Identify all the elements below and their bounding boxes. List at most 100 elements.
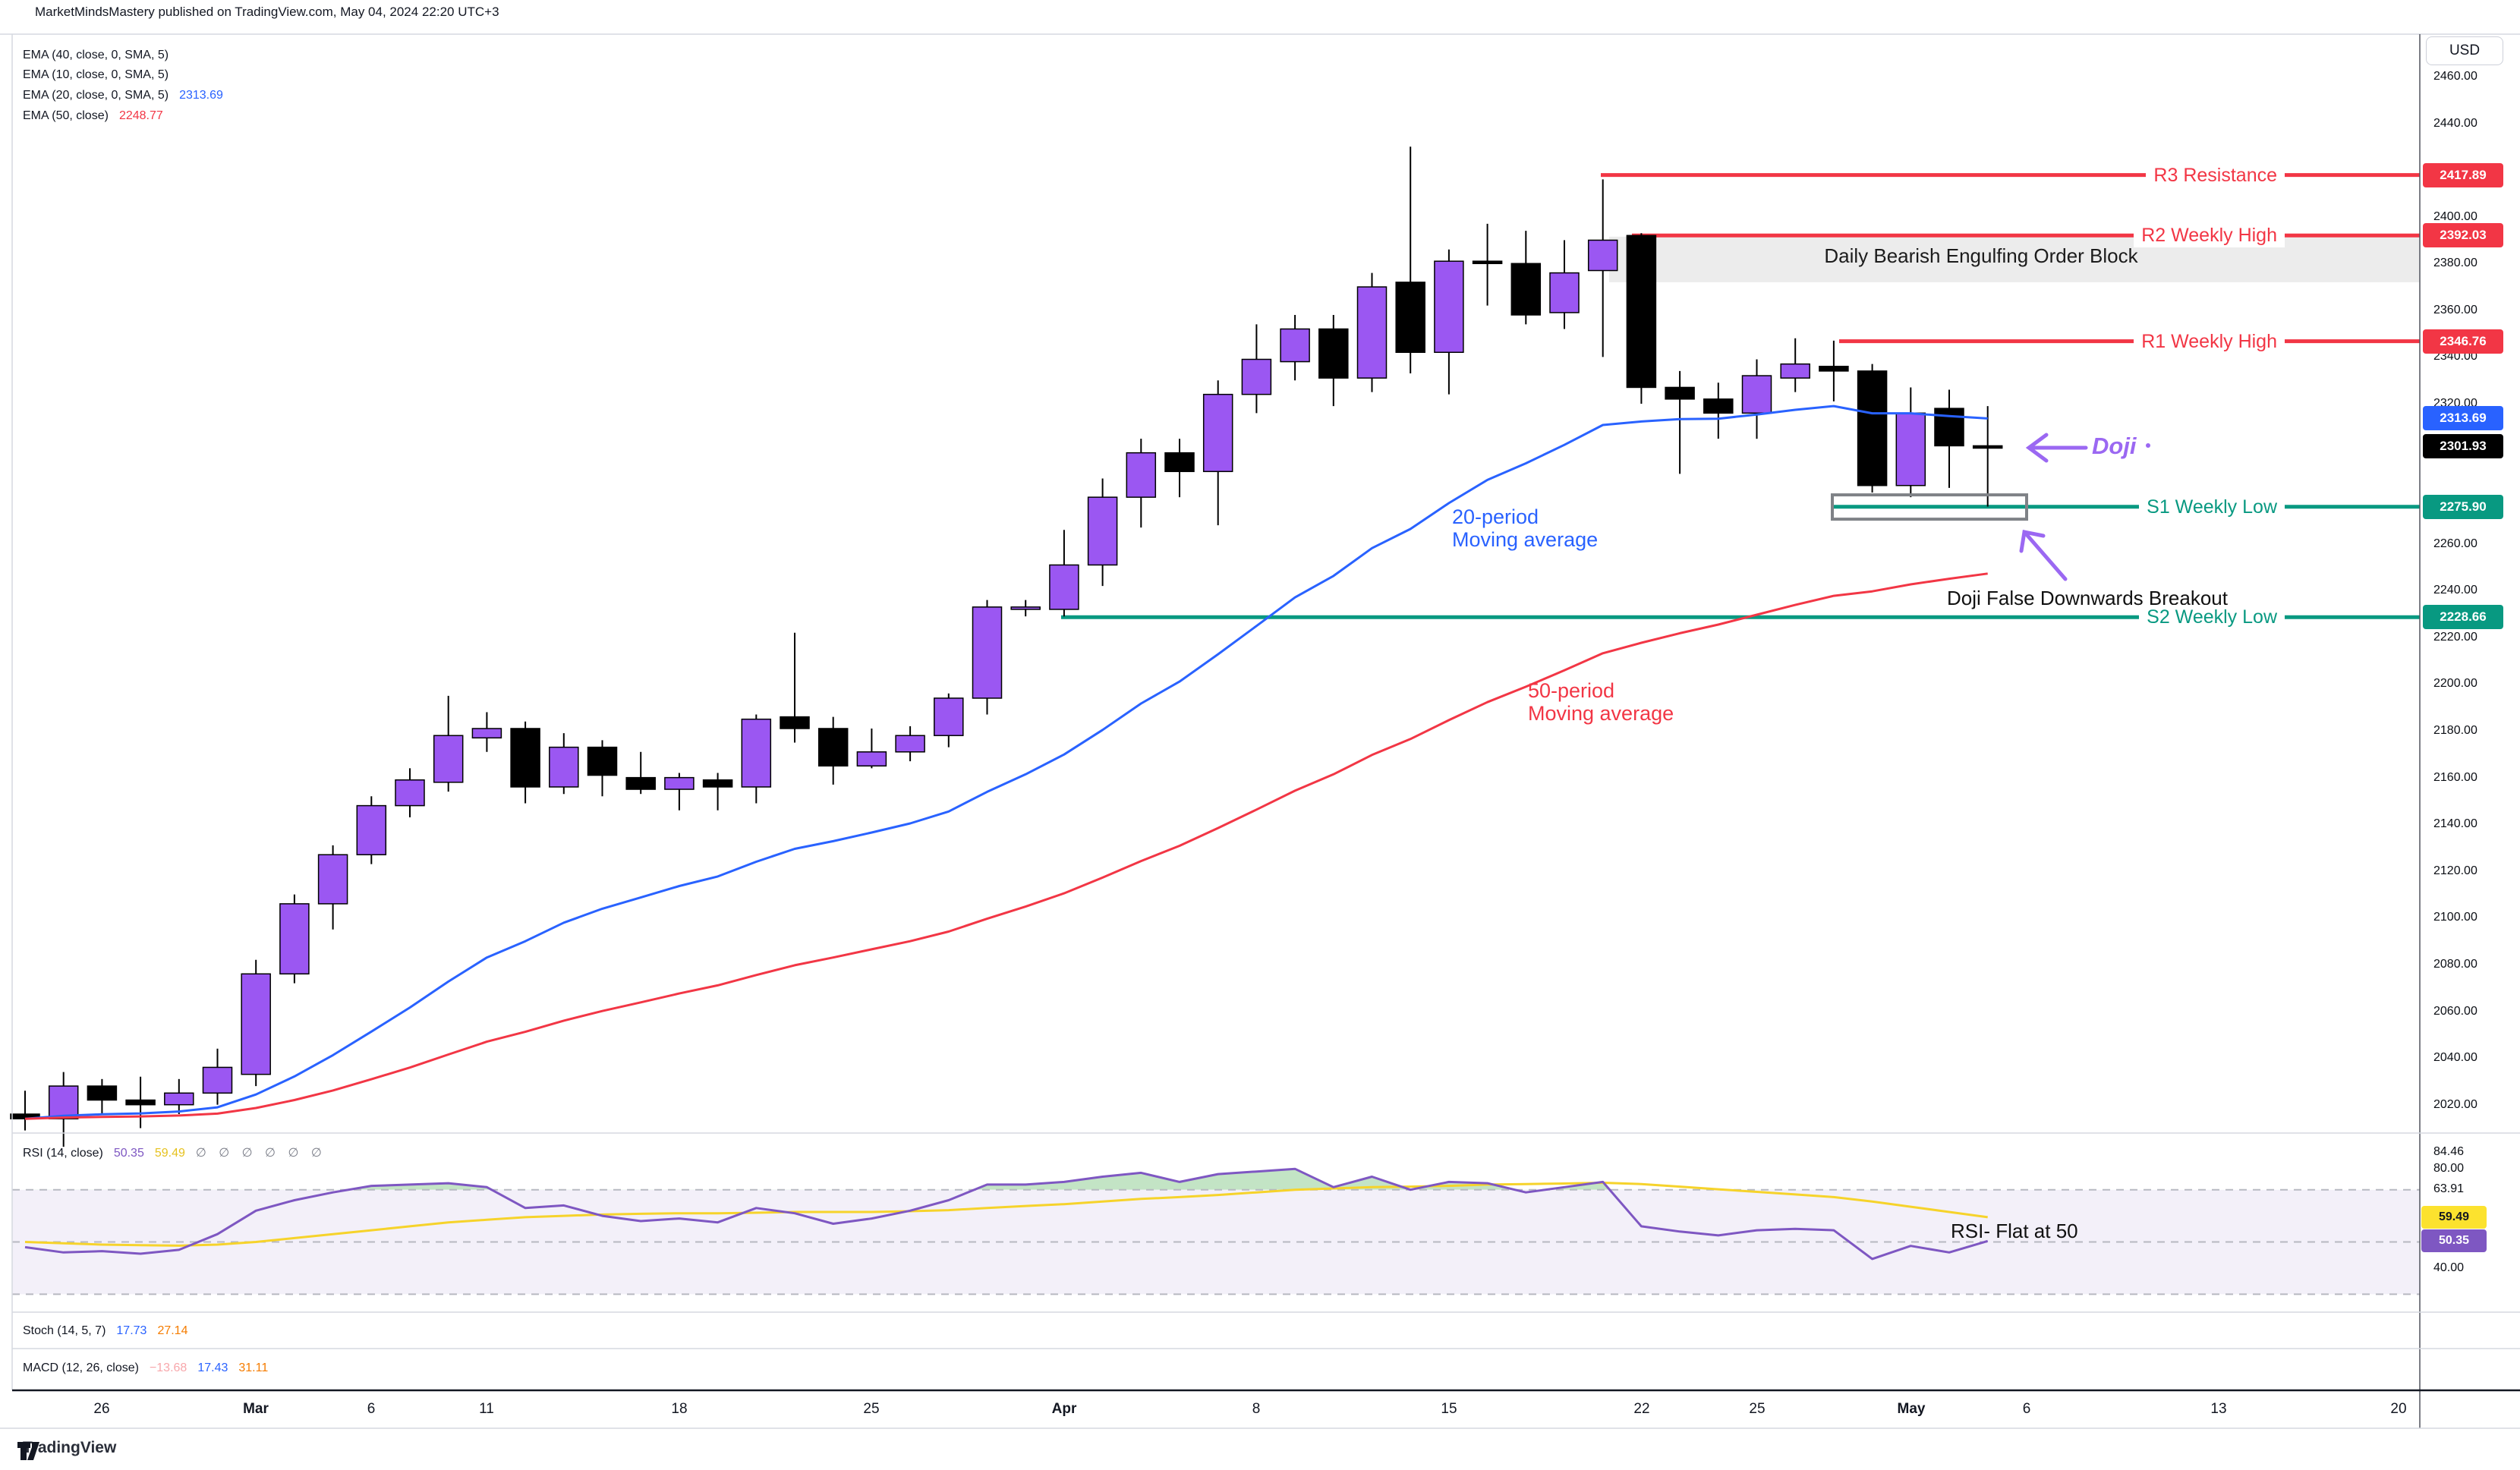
price-badge-2275.90[interactable]: 2275.90 bbox=[2423, 494, 2503, 519]
macd-label: MACD (12, 26, close) bbox=[23, 1361, 139, 1374]
time-tick-6-12[interactable]: 6 bbox=[2022, 1401, 2031, 1417]
tradingview-logo-text: TradingView bbox=[23, 1439, 117, 1456]
price-badge-2301.93[interactable]: 2301.93 bbox=[2423, 433, 2503, 458]
price-tick-2040: 2040.00 bbox=[2433, 1051, 2477, 1065]
stoch-d-value: 27.14 bbox=[157, 1324, 188, 1337]
candle-feb-27 bbox=[125, 1076, 156, 1128]
candle-mar-20 bbox=[741, 714, 772, 804]
rsi-badge-59.49[interactable]: 59.49 bbox=[2421, 1206, 2487, 1229]
time-tick-26-0[interactable]: 26 bbox=[93, 1401, 110, 1417]
candle-body bbox=[549, 746, 579, 788]
ma20-line2: Moving average bbox=[1452, 528, 1599, 551]
price-badge-2392.03[interactable]: 2392.03 bbox=[2423, 223, 2503, 248]
candle-body bbox=[587, 746, 618, 776]
time-tick-6-2[interactable]: 6 bbox=[367, 1401, 376, 1417]
candle-body bbox=[895, 735, 925, 753]
currency-button[interactable]: USD bbox=[2426, 36, 2503, 65]
s1-level-label[interactable]: S1 Weekly Low bbox=[2139, 494, 2285, 519]
time-tick-20-14[interactable]: 20 bbox=[2390, 1401, 2407, 1417]
macd-indicator-row[interactable]: MACD (12, 26, close) −13.68 17.43 31.11 bbox=[23, 1361, 268, 1375]
time-tick-25-10[interactable]: 25 bbox=[1749, 1401, 1766, 1417]
price-tick-2220: 2220.00 bbox=[2433, 630, 2477, 644]
candle-body bbox=[1857, 370, 1888, 486]
candle-apr-22 bbox=[1626, 233, 1657, 404]
legend-row-ema10[interactable]: EMA (10, close, 0, SMA, 5) bbox=[23, 68, 169, 82]
candle-body bbox=[433, 735, 464, 783]
candle-body bbox=[87, 1085, 118, 1101]
price-badge-2228.66[interactable]: 2228.66 bbox=[2423, 605, 2503, 630]
candle-body bbox=[1780, 363, 1810, 379]
ema20-line bbox=[24, 404, 1988, 1120]
candle-body bbox=[817, 728, 849, 766]
candle-apr-23 bbox=[1665, 370, 1695, 474]
price-tick-2100: 2100.00 bbox=[2433, 911, 2477, 924]
r2-level-label[interactable]: R2 Weekly High bbox=[2134, 223, 2285, 248]
ma50-annotation[interactable]: 50-period Moving average bbox=[1528, 679, 1674, 725]
price-tick-2340: 2340.00 bbox=[2433, 350, 2477, 364]
candle-apr-10 bbox=[1318, 314, 1349, 407]
candle-body bbox=[856, 751, 887, 766]
candle-mar-19 bbox=[702, 773, 733, 811]
candle-body bbox=[1434, 260, 1464, 354]
candle-mar-5 bbox=[317, 845, 348, 930]
legend-label: EMA (20, close, 0, SMA, 5) bbox=[23, 89, 169, 102]
candles bbox=[10, 146, 2003, 1147]
s2-level-label[interactable]: S2 Weekly Low bbox=[2139, 605, 2285, 630]
price-tick-2060: 2060.00 bbox=[2433, 1004, 2477, 1018]
price-tick-2160: 2160.00 bbox=[2433, 770, 2477, 784]
r3-level-label[interactable]: R3 Resistance bbox=[2146, 162, 2285, 187]
candle-body bbox=[1395, 282, 1425, 354]
rsi-badge-50.35[interactable]: 50.35 bbox=[2421, 1229, 2487, 1252]
rsi-indicator-row[interactable]: RSI (14, close) 50.35 59.49 ∅ ∅ ∅ ∅ ∅ ∅ bbox=[23, 1145, 326, 1160]
price-badge-2313.69[interactable]: 2313.69 bbox=[2423, 406, 2503, 431]
candle-mar-18 bbox=[664, 773, 695, 811]
time-tick-25-5[interactable]: 25 bbox=[863, 1401, 880, 1417]
time-tick-Mar-1[interactable]: Mar bbox=[243, 1401, 269, 1417]
time-tick-13-13[interactable]: 13 bbox=[2210, 1401, 2227, 1417]
candle-body bbox=[471, 728, 502, 739]
legend-label: EMA (40, close, 0, SMA, 5) bbox=[23, 49, 169, 61]
candle-apr-9 bbox=[1280, 314, 1310, 381]
time-tick-18-4[interactable]: 18 bbox=[671, 1401, 688, 1417]
publish-title: MarketMindsMastery published on TradingV… bbox=[35, 5, 499, 19]
candle-mar-1 bbox=[241, 959, 271, 1087]
candle-apr-11 bbox=[1356, 272, 1388, 392]
rsi-flat-annotation[interactable]: RSI- Flat at 50 bbox=[1951, 1220, 2078, 1242]
ma20-annotation[interactable]: 20-period Moving average bbox=[1452, 505, 1598, 551]
time-tick-11-3[interactable]: 11 bbox=[479, 1401, 494, 1417]
stoch-indicator-row[interactable]: Stoch (14, 5, 7) 17.73 27.14 bbox=[23, 1324, 187, 1338]
candle-body bbox=[1049, 564, 1079, 610]
legend-row-ema40[interactable]: EMA (40, close, 0, SMA, 5) bbox=[23, 49, 169, 62]
candle-apr-12 bbox=[1395, 146, 1425, 373]
time-tick-15-8[interactable]: 15 bbox=[1441, 1401, 1457, 1417]
candle-body bbox=[279, 903, 310, 975]
time-tick-May-11[interactable]: May bbox=[1897, 1401, 1926, 1417]
candle-body bbox=[1549, 272, 1580, 313]
candle-body bbox=[48, 1085, 79, 1119]
time-tick-8-7[interactable]: 8 bbox=[1252, 1401, 1261, 1417]
candle-apr-26 bbox=[1780, 338, 1810, 392]
legend-row-ema50[interactable]: EMA (50, close) 2248.77 bbox=[23, 109, 163, 123]
doji-annotation[interactable]: Doji bbox=[2092, 433, 2137, 459]
candle-mar-12 bbox=[510, 721, 540, 804]
r1-level-label[interactable]: R1 Weekly High bbox=[2134, 329, 2285, 354]
ema50-line bbox=[24, 572, 1988, 1120]
order-block-annotation[interactable]: Daily Bearish Engulfing Order Block bbox=[1824, 244, 2138, 267]
candle-mar-26 bbox=[895, 726, 925, 762]
doji-arrow-head bbox=[2025, 433, 2049, 463]
price-badge-2417.89[interactable]: 2417.89 bbox=[2423, 162, 2503, 187]
candle-body bbox=[1703, 398, 1734, 414]
stoch-label: Stoch (14, 5, 7) bbox=[23, 1324, 106, 1337]
candle-body bbox=[1164, 452, 1195, 473]
time-tick-Apr-6[interactable]: Apr bbox=[1051, 1401, 1077, 1417]
doji-annotation-dot bbox=[2146, 443, 2150, 448]
tradingview-logo[interactable]: TradingView bbox=[17, 1439, 117, 1460]
time-tick-22-9[interactable]: 22 bbox=[1633, 1401, 1650, 1417]
candle-feb-23 bbox=[48, 1072, 79, 1147]
breakout-arrow-shaft bbox=[2022, 530, 2068, 581]
legend-row-ema20[interactable]: EMA (20, close, 0, SMA, 5) 2313.69 bbox=[23, 89, 223, 102]
price-badge-2346.76[interactable]: 2346.76 bbox=[2423, 329, 2503, 354]
price-tick-2020: 2020.00 bbox=[2433, 1097, 2477, 1111]
